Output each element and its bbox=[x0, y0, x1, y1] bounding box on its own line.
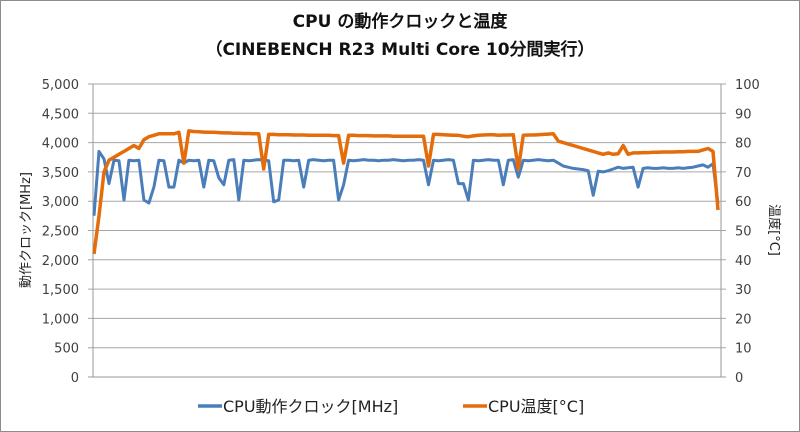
y2-tick-label: 0 bbox=[735, 371, 743, 386]
series-line-clock bbox=[92, 149, 720, 216]
y-tick-label: 500 bbox=[54, 342, 79, 357]
y2-axis-label: 温度[°C] bbox=[766, 204, 782, 256]
y2-tick-label: 100 bbox=[735, 78, 760, 93]
y-tick-label: 3,500 bbox=[42, 166, 79, 181]
y-tick-label: 4,000 bbox=[42, 137, 79, 152]
legend-label-clock: CPU動作クロック[MHz] bbox=[223, 397, 398, 416]
chart-title: CPU の動作クロックと温度 bbox=[293, 11, 509, 32]
y2-tick-label: 30 bbox=[735, 283, 752, 298]
y2-tick-label: 20 bbox=[735, 312, 752, 327]
y-tick-label: 2,000 bbox=[42, 254, 79, 269]
y2-tick-label: 60 bbox=[735, 195, 752, 210]
y2-tick-label: 80 bbox=[735, 137, 752, 152]
y2-tick-label: 50 bbox=[735, 225, 752, 240]
y-tick-label: 1,000 bbox=[42, 312, 79, 327]
chart-subtitle: （CINEBENCH R23 Multi Core 10分間実行） bbox=[205, 39, 594, 60]
y2-tick-label: 70 bbox=[735, 166, 752, 181]
series-line-temperature bbox=[92, 129, 720, 255]
y2-tick-label: 90 bbox=[735, 107, 752, 122]
y-tick-label: 3,000 bbox=[42, 195, 79, 210]
y2-tick-label: 40 bbox=[735, 254, 752, 269]
y-tick-label: 1,500 bbox=[42, 283, 79, 298]
y-tick-label: 0 bbox=[71, 371, 79, 386]
y-tick-label: 5,000 bbox=[42, 78, 79, 93]
y-tick-label: 2,500 bbox=[42, 225, 79, 240]
y-axis-label: 動作クロック[MHz] bbox=[19, 172, 34, 288]
legend-label-temp: CPU温度[°C] bbox=[488, 397, 584, 416]
legend: CPU動作クロック[MHz] CPU温度[°C] bbox=[198, 397, 584, 416]
y2-tick-label: 10 bbox=[735, 342, 752, 357]
y-tick-label: 4,500 bbox=[42, 107, 79, 122]
